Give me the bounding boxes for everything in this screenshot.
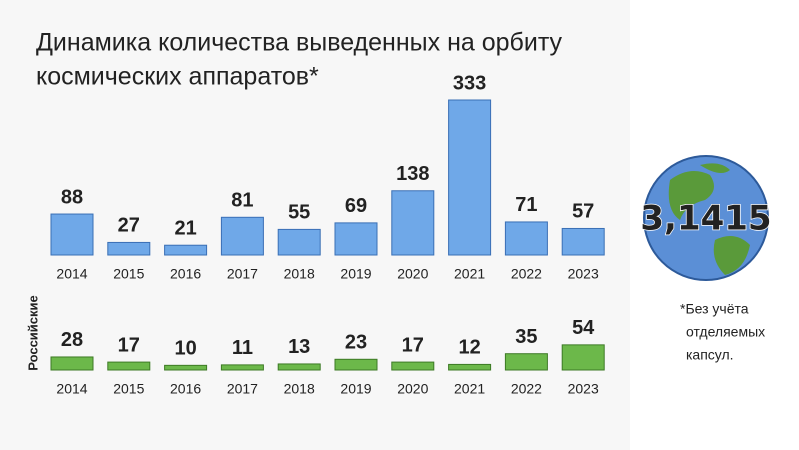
bar [334, 358, 378, 371]
value-label: 13 [288, 336, 310, 358]
bar [220, 364, 264, 371]
value-label: 23 [345, 332, 367, 354]
value-label: 71 [515, 194, 537, 216]
x-tick-label: 2015 [113, 381, 144, 397]
value-label: 35 [515, 326, 537, 348]
value-label: 88 [61, 186, 83, 208]
x-tick-label: 2014 [56, 381, 87, 397]
series-label: Российские [25, 295, 40, 371]
value-label: 10 [174, 338, 196, 360]
x-tick-label: 2019 [340, 266, 371, 282]
bar [504, 221, 548, 256]
value-label: 138 [396, 163, 429, 185]
bar [334, 222, 378, 256]
x-tick-label: 2016 [170, 381, 201, 397]
bar [561, 344, 605, 371]
value-label: 27 [118, 215, 140, 237]
x-tick-label: 2014 [56, 266, 87, 282]
value-label: 333 [453, 72, 486, 94]
value-label: 17 [118, 334, 140, 356]
bar [164, 364, 208, 371]
footnote: капсул. [686, 347, 734, 363]
bar [561, 227, 605, 256]
value-label: 54 [572, 317, 595, 339]
bar [504, 353, 548, 371]
x-tick-label: 2017 [227, 381, 258, 397]
bar [220, 216, 264, 256]
value-label: 17 [402, 334, 424, 356]
chart-title: Динамика количества выведенных на орбиту [36, 29, 563, 57]
bar [50, 356, 94, 371]
bar [277, 363, 321, 371]
value-label: 21 [174, 218, 196, 240]
bar [448, 363, 492, 371]
x-tick-label: 2020 [397, 381, 428, 397]
x-tick-label: 2023 [568, 381, 599, 397]
bar [448, 99, 492, 256]
value-label: 69 [345, 195, 367, 217]
continents [668, 163, 750, 275]
x-tick-label: 2015 [113, 266, 144, 282]
x-tick-label: 2021 [454, 266, 485, 282]
x-tick-label: 2016 [170, 266, 201, 282]
logo-text: 3,1415 [640, 199, 771, 239]
bar [164, 244, 208, 256]
chart-subtitle: космических аппаратов* [36, 63, 319, 91]
value-label: 11 [232, 337, 253, 359]
logo: 3,1415 [640, 155, 772, 281]
footnote: отделяемых [686, 324, 765, 340]
footnote: *Без учёта [680, 301, 749, 317]
value-label: 57 [572, 201, 594, 223]
x-tick-label: 2020 [397, 266, 428, 282]
x-tick-label: 2017 [227, 266, 258, 282]
x-tick-label: 2021 [454, 381, 485, 397]
x-tick-label: 2023 [568, 266, 599, 282]
x-tick-label: 2022 [511, 381, 542, 397]
value-label: 12 [458, 337, 480, 359]
bar [391, 190, 435, 256]
value-label: 28 [61, 329, 83, 351]
bar [391, 361, 435, 371]
x-tick-label: 2019 [340, 381, 371, 397]
x-tick-label: 2022 [511, 266, 542, 282]
bar [107, 361, 151, 371]
bar [107, 241, 151, 256]
bar [50, 213, 94, 256]
bar [277, 228, 321, 256]
value-label: 81 [231, 190, 253, 212]
x-tick-label: 2018 [284, 381, 315, 397]
x-tick-label: 2018 [284, 266, 315, 282]
value-label: 55 [288, 202, 310, 224]
